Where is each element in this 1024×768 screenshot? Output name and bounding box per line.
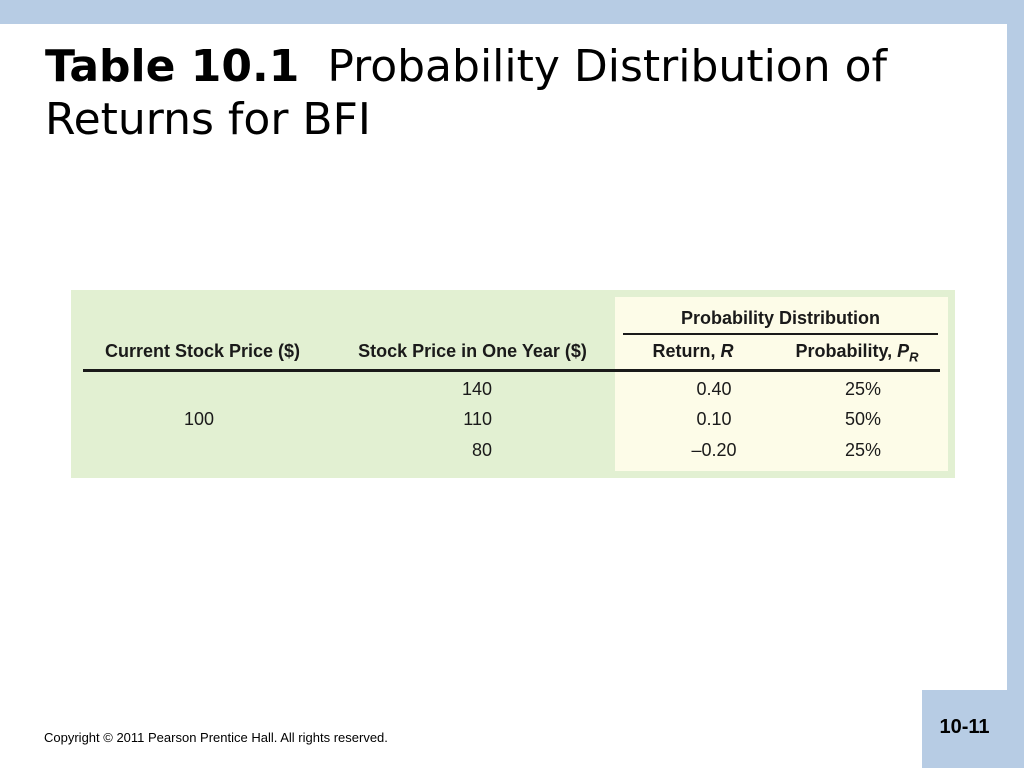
column-header-probability: Probability, PR — [773, 340, 941, 369]
table-cell-return: –0.20 — [691, 440, 737, 460]
current-stock-price-value: 100 — [183, 409, 215, 429]
slide-title-table-number: Table 10.1 — [45, 41, 300, 92]
slide-title: Table 10.1 Probability Distribution of R… — [45, 40, 965, 146]
table-cell-probability: 50% — [844, 409, 882, 429]
probability-distribution-panel — [615, 297, 948, 471]
table-cell-return: 0.40 — [696, 379, 732, 399]
page-number: 10-11 — [939, 716, 990, 738]
column-header-return-symbol: R — [720, 341, 734, 361]
table-cell-price-one-year: 110 — [463, 409, 492, 429]
header-rule — [83, 369, 940, 372]
column-header-return: Return, R — [623, 340, 763, 362]
column-header-probability-symbol: P — [897, 341, 910, 361]
table-cell-price-one-year: 80 — [471, 440, 492, 460]
column-header-stock-price-one-year: Stock Price in One Year ($) — [358, 341, 587, 361]
table-cell-return: 0.10 — [696, 409, 732, 429]
table-cell-price-one-year: 140 — [461, 379, 492, 399]
slide-title-text: Probability Distribution of Returns for … — [45, 41, 887, 145]
column-header-probability-subscript: R — [909, 349, 919, 365]
column-header-current-stock-price: Current Stock Price ($) — [104, 341, 301, 361]
column-header-return-label: Return, — [652, 341, 721, 361]
slide-frame-right-bar — [1007, 0, 1024, 768]
table-cell-probability: 25% — [844, 379, 882, 399]
copyright-notice: Copyright © 2011 Pearson Prentice Hall. … — [44, 730, 388, 745]
column-header-probability-label: Probability, — [795, 341, 898, 361]
group-header-rule — [623, 333, 938, 335]
group-header-probability-distribution: Probability Distribution — [680, 308, 880, 328]
table-cell-probability: 25% — [844, 440, 882, 460]
page-number-box — [922, 690, 1024, 768]
slide-frame-top-bar — [0, 0, 1024, 24]
